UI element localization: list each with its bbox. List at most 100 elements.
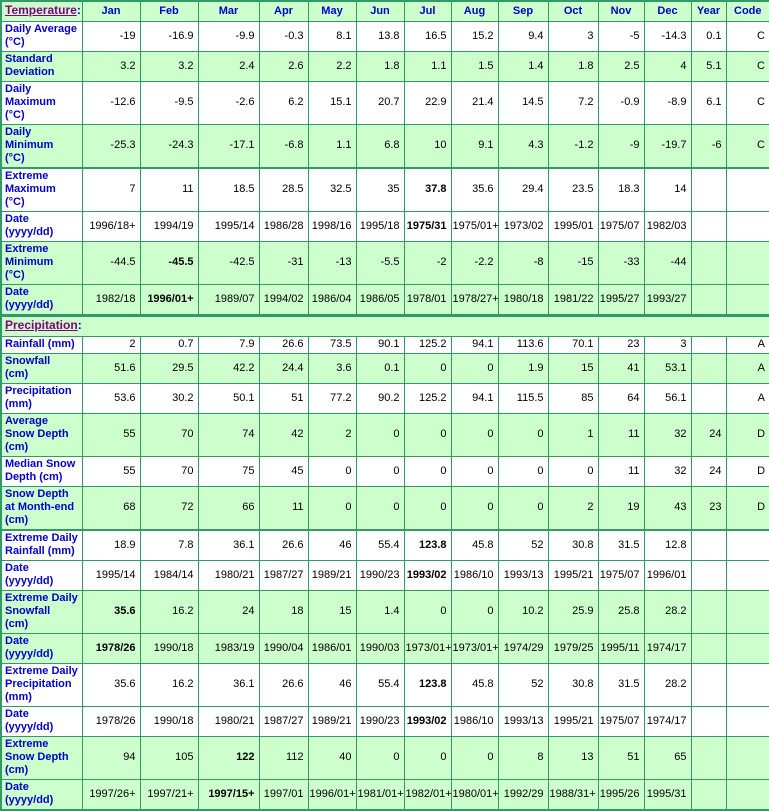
cell: 32.5 [307,167,357,212]
cell: 15.2 [450,21,499,52]
row-label: Daily Average (°C) [0,21,83,52]
cell: 1978/26 [81,633,141,664]
column-header-jan: Jan [81,0,141,22]
cell: 3.6 [307,353,357,384]
column-header-may: May [307,0,357,22]
cell: 1995/11 [597,633,645,664]
cell: 7.9 [197,336,260,354]
cell: -2.6 [197,81,260,125]
cell: 26.6 [258,529,309,561]
cell: 8.1 [307,21,357,52]
cell: 2.6 [258,51,309,82]
cell [690,241,727,285]
cell: 30.8 [547,663,599,707]
column-header-aug: Aug [450,0,499,22]
cell: 28.2 [643,590,692,634]
cell: 53.6 [81,383,141,414]
column-header-apr: Apr [258,0,309,22]
cell: 1987/27 [258,560,309,591]
cell: 25.9 [547,590,599,634]
cell: 11 [258,486,309,531]
cell: 26.6 [258,336,309,354]
cell: -14.3 [643,21,692,52]
cell [725,663,769,707]
cell: -8 [497,241,549,285]
cell: 1980/21 [197,706,260,737]
cell: 3 [547,21,599,52]
cell: 3 [643,336,692,354]
cell: 40 [307,736,357,780]
cell: -25.3 [81,124,141,169]
cell: 23.5 [547,167,599,212]
cell: 64 [597,383,645,414]
cell: 1996/01+ [139,284,199,316]
cell: 23 [690,486,727,531]
cell: 11 [597,413,645,457]
table-row: Daily Maximum (°C) -12.6 -9.5 -2.6 6.2 15.1 20… [0,81,769,125]
temperature-section-link[interactable]: Temperature [5,3,77,17]
cell [690,706,727,737]
cell: 1995/14 [197,211,260,242]
precipitation-section-link[interactable]: Precipitation [5,318,78,332]
cell [725,779,769,811]
cell: 0 [403,736,452,780]
cell: 1990/18 [139,633,199,664]
cell: 1 [547,413,599,457]
cell: -9.5 [139,81,199,125]
cell: -31 [258,241,309,285]
cell: 1981/22 [547,284,599,316]
temperature-section-header: Temperature: [0,0,83,22]
cell: 51 [258,383,309,414]
cell [690,663,727,707]
cell: 1989/21 [307,706,357,737]
cell: -0.9 [597,81,645,125]
cell: 1990/23 [355,560,405,591]
precipitation-header-row: Precipitation: [0,315,769,337]
row-label: Date (yyyy/dd) [0,633,83,664]
cell [690,590,727,634]
cell [690,560,727,591]
cell [725,167,769,212]
cell: 0 [450,413,499,457]
cell [725,241,769,285]
cell: 19 [597,486,645,531]
cell: -13 [307,241,357,285]
cell [725,529,769,561]
cell: 123.8 [403,529,452,561]
cell: 1994/02 [258,284,309,316]
cell: -1.2 [547,124,599,169]
cell: 70.1 [547,336,599,354]
cell: 13 [547,736,599,780]
cell: 1978/27+ [450,284,499,316]
temperature-table: Temperature: Jan Feb Mar Apr May Jun Jul… [0,0,769,316]
cell: 1973/01+ [450,633,499,664]
cell: 4 [643,51,692,82]
cell: -9 [597,124,645,169]
row-label: Rainfall (mm) [0,336,83,354]
cell [690,353,727,384]
cell: 112 [258,736,309,780]
cell: 1992/29 [497,779,549,811]
cell: 7 [81,167,141,212]
cell: 3.2 [139,51,199,82]
cell: 2.2 [307,51,357,82]
cell: 22.9 [403,81,452,125]
cell: 1989/07 [197,284,260,316]
cell: 1984/14 [139,560,199,591]
cell: 1980/01+ [450,779,499,811]
cell: 0 [355,456,405,487]
cell: 52 [497,663,549,707]
cell: 1981/01+ [355,779,405,811]
cell [690,211,727,242]
cell: 0 [450,590,499,634]
cell: -2 [403,241,452,285]
cell: 0.1 [355,353,405,384]
cell [690,529,727,561]
cell: 6.8 [355,124,405,169]
cell: 45.8 [450,529,499,561]
cell: 45.8 [450,663,499,707]
cell: 73.5 [307,336,357,354]
cell: 85 [547,383,599,414]
cell: 11 [597,456,645,487]
cell: 1994/19 [139,211,199,242]
